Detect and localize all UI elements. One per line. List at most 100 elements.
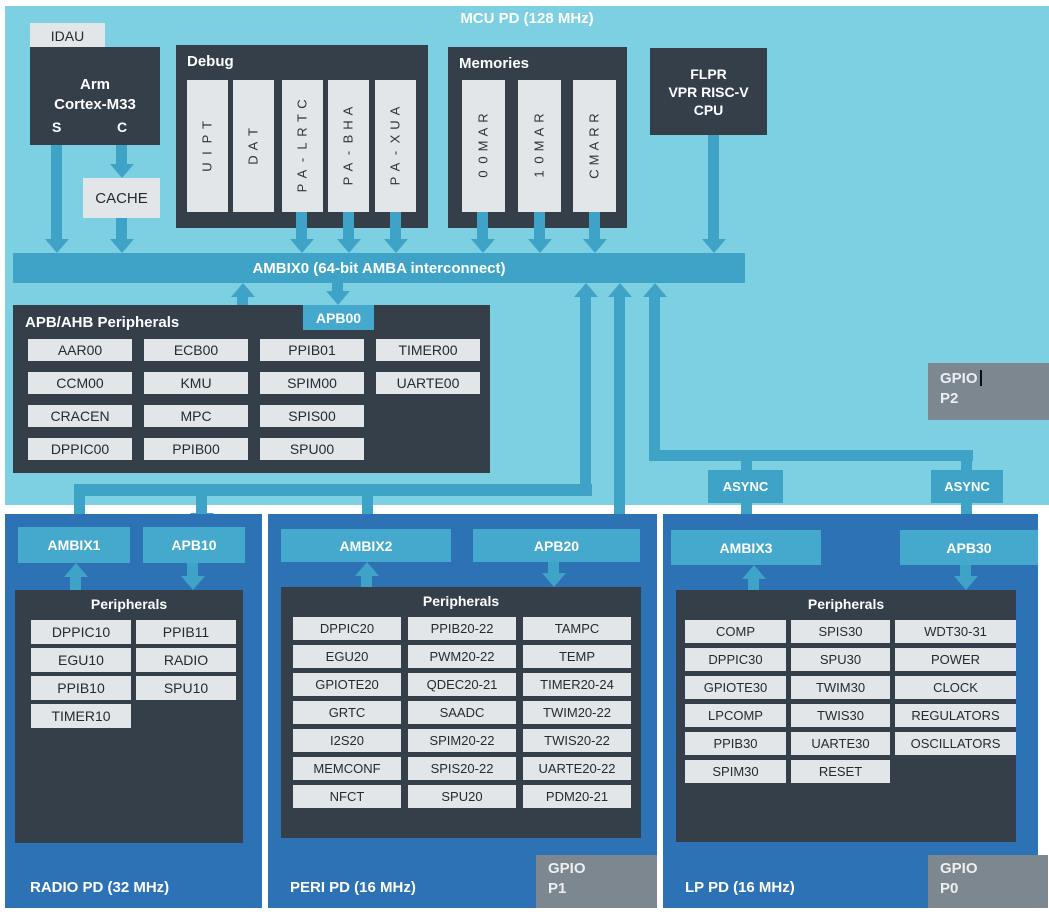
connector-line	[534, 212, 545, 241]
connector-line	[649, 295, 660, 461]
peripheral-chip: SPIS30	[791, 620, 890, 643]
peripheral-chip: CLOCK	[895, 676, 1016, 699]
flpr-cpu-block: FLPR VPR RISC-V CPU	[650, 48, 767, 135]
peripheral-chip: ECB00	[144, 339, 248, 361]
peripheral-chip: POWER	[895, 648, 1016, 671]
peripheral-chip: PWM20-22	[408, 645, 516, 668]
peripheral-chip: GRTC	[293, 701, 401, 724]
arrow-head	[528, 239, 552, 253]
peripheral-chip: SAADC	[408, 701, 516, 724]
peripheral-chip: TIMER20-24	[523, 673, 631, 696]
connector-line	[708, 135, 719, 241]
connector-line	[960, 565, 971, 579]
peripheral-chip: PPIB20-22	[408, 617, 516, 640]
connector-line	[51, 145, 62, 241]
peri-peripherals-title: Peripherals	[422, 593, 500, 609]
peripheral-chip: DPPIC30	[685, 648, 786, 671]
apb20-box: APB20	[473, 529, 640, 562]
gpio-p0-block: GPIO P0	[928, 855, 1048, 908]
peripheral-chip: SPIM00	[260, 372, 364, 394]
gpio-p2-block: GPIO P2	[928, 363, 1049, 420]
arrow-head	[110, 239, 134, 253]
arrow-head	[181, 576, 205, 590]
peripheral-chip: QDEC20-21	[408, 673, 516, 696]
peripheral-chip: SPU20	[408, 785, 516, 808]
vertical-label-char: U	[199, 162, 215, 172]
mcu-pd-title: MCU PD (128 MHz)	[460, 10, 594, 27]
arrow-head	[471, 239, 495, 253]
connector-line	[116, 218, 127, 241]
gpio-p0-line1: GPIO	[940, 860, 978, 877]
peripheral-chip: CRACEN	[28, 405, 132, 427]
peripheral-chip: AAR00	[28, 339, 132, 361]
lp-peripherals-title: Peripherals	[807, 596, 885, 612]
peripheral-chip: EGU20	[293, 645, 401, 668]
async-bridge-right: ASYNC	[931, 470, 1003, 503]
arrow-head	[742, 565, 766, 579]
arrow-head	[45, 239, 69, 253]
connector-line	[343, 212, 354, 241]
apb10-box: APB10	[143, 527, 245, 563]
peripheral-chip: SPIM30	[685, 760, 786, 783]
peripheral-chip: DPPIC10	[31, 620, 131, 644]
peripheral-chip: MPC	[144, 405, 248, 427]
debug-title: Debug	[187, 53, 234, 70]
connector-line	[362, 492, 373, 529]
peripheral-chip: PPIB11	[136, 620, 236, 644]
lp-pd-label: LP PD (16 MHz)	[685, 879, 795, 896]
radio-peripherals-block: Peripherals DPPIC10 PPIB11 EGU10 RADIO PPIB1…	[15, 590, 243, 843]
arrow-head	[954, 576, 978, 590]
cpu-port-secure: S	[52, 119, 62, 135]
arrow-head	[608, 283, 632, 297]
vertical-label-char: C	[586, 169, 602, 179]
arrow-head	[583, 239, 607, 253]
vertical-label-char: P	[387, 176, 403, 186]
flpr-line1: FLPR	[690, 66, 727, 82]
peripheral-chip: UARTE00	[376, 372, 480, 394]
peripheral-chip: CCM00	[28, 372, 132, 394]
cpu-block: Arm Cortex-M33 S C	[30, 47, 160, 145]
peripheral-chip: REGULATORS	[895, 704, 1016, 727]
peripheral-chip: SPU10	[136, 676, 236, 700]
apb30-box: APB30	[900, 530, 1038, 565]
arrow-head	[384, 239, 408, 253]
ambix1-box: AMBIX1	[18, 527, 130, 563]
peripheral-chip: TIMER10	[31, 704, 131, 728]
gpio-p0-line2: P0	[940, 880, 959, 898]
connector-line	[614, 295, 625, 529]
arrow-head	[643, 283, 667, 297]
peripheral-chip: COMP	[685, 620, 786, 643]
peripheral-chip: TWIM20-22	[523, 701, 631, 724]
cpu-name-line2: Cortex-M33	[54, 95, 136, 113]
peripheral-chip: RESET	[791, 760, 890, 783]
connector-line	[390, 212, 401, 241]
peri-chip-grid: DPPIC20 PPIB20-22 TAMPC EGU20 PWM20-22 TEMP GP…	[293, 617, 631, 808]
vertical-label-char: 1	[531, 170, 547, 178]
apb-ahb-chip-grid: AAR00 ECB00 PPIB01 TIMER00 CCM00 KMU SPIM00 UAR…	[28, 339, 480, 460]
peripheral-chip: PPIB01	[260, 339, 364, 361]
gpio-p2-line1: GPIO	[940, 369, 1049, 389]
cache-block: CACHE	[83, 178, 160, 218]
peripheral-chip: DPPIC20	[293, 617, 401, 640]
text-cursor	[979, 370, 982, 386]
connector-line	[548, 562, 559, 576]
peripheral-chip: TAMPC	[523, 617, 631, 640]
arrow-head	[355, 562, 379, 576]
peripheral-chip: SPU00	[260, 438, 364, 460]
connector-line	[580, 295, 591, 496]
connector-line	[332, 283, 343, 293]
grid-spacer	[376, 405, 480, 427]
async-bridge-left: ASYNC	[708, 470, 783, 503]
peripheral-chip: SPIS00	[260, 405, 364, 427]
connector-line	[748, 577, 759, 590]
lp-chip-grid: COMP SPIS30 WDT30-31 DPPIC30 SPU30 POWER GPIOT…	[685, 620, 1016, 783]
arrow-head	[110, 164, 134, 178]
peripheral-chip: PPIB30	[685, 732, 786, 755]
